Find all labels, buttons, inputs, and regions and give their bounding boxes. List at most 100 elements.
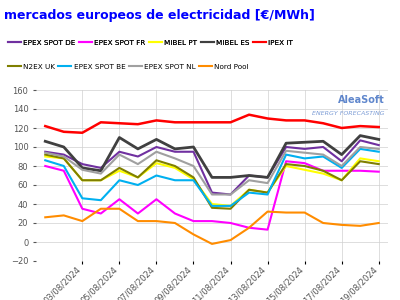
- EPEX SPOT DE: [358, 139, 363, 142]
- EPEX SPOT DE: [247, 174, 252, 177]
- Nord Pool: [80, 219, 85, 223]
- EPEX SPOT BE: [61, 164, 66, 168]
- EPEX SPOT DE: [117, 150, 122, 154]
- MIBEL ES: [321, 140, 326, 143]
- Nord Pool: [376, 221, 381, 225]
- Legend: N2EX UK, EPEX SPOT BE, EPEX SPOT NL, Nord Pool: N2EX UK, EPEX SPOT BE, EPEX SPOT NL, Nor…: [8, 64, 249, 70]
- Nord Pool: [284, 211, 288, 214]
- EPEX SPOT BE: [210, 204, 214, 208]
- EPEX SPOT BE: [80, 196, 85, 200]
- Text: ENERGY FORECASTING: ENERGY FORECASTING: [312, 110, 384, 116]
- Nord Pool: [210, 242, 214, 246]
- Line: Nord Pool: Nord Pool: [45, 209, 379, 244]
- EPEX SPOT FR: [302, 161, 307, 165]
- EPEX SPOT NL: [376, 147, 381, 151]
- EPEX SPOT NL: [61, 155, 66, 158]
- IPEX IT: [247, 113, 252, 116]
- EPEX SPOT DE: [228, 193, 233, 196]
- EPEX SPOT NL: [154, 150, 159, 154]
- Line: EPEX SPOT NL: EPEX SPOT NL: [45, 147, 379, 194]
- MIBEL ES: [136, 147, 140, 151]
- N2EX UK: [61, 157, 66, 160]
- EPEX SPOT DE: [284, 145, 288, 149]
- EPEX SPOT BE: [321, 155, 326, 158]
- EPEX SPOT FR: [154, 197, 159, 201]
- N2EX UK: [117, 166, 122, 170]
- Text: AleaSoft: AleaSoft: [338, 95, 384, 105]
- MIBEL PT: [210, 202, 214, 206]
- EPEX SPOT NL: [117, 153, 122, 156]
- EPEX SPOT FR: [284, 160, 288, 163]
- EPEX SPOT BE: [43, 158, 48, 162]
- Nord Pool: [302, 211, 307, 214]
- MIBEL PT: [265, 191, 270, 194]
- Line: N2EX UK: N2EX UK: [45, 154, 379, 209]
- N2EX UK: [339, 178, 344, 182]
- MIBEL PT: [358, 157, 363, 160]
- MIBEL ES: [172, 147, 177, 151]
- EPEX SPOT FR: [247, 226, 252, 230]
- EPEX SPOT NL: [136, 162, 140, 166]
- Line: MIBEL ES: MIBEL ES: [45, 136, 379, 177]
- MIBEL PT: [136, 176, 140, 179]
- MIBEL ES: [247, 174, 252, 177]
- N2EX UK: [265, 191, 270, 194]
- EPEX SPOT NL: [172, 157, 177, 160]
- IPEX IT: [80, 131, 85, 134]
- EPEX SPOT BE: [228, 204, 233, 208]
- N2EX UK: [228, 207, 233, 211]
- EPEX SPOT BE: [98, 198, 103, 202]
- N2EX UK: [321, 169, 326, 172]
- IPEX IT: [98, 121, 103, 124]
- MIBEL PT: [117, 169, 122, 172]
- EPEX SPOT DE: [136, 155, 140, 158]
- MIBEL ES: [302, 140, 307, 144]
- EPEX SPOT BE: [265, 193, 270, 196]
- EPEX SPOT NL: [228, 193, 233, 196]
- Line: IPEX IT: IPEX IT: [45, 115, 379, 133]
- Nord Pool: [358, 224, 363, 228]
- MIBEL ES: [265, 176, 270, 179]
- Legend: EPEX SPOT DE, EPEX SPOT FR, MIBEL PT, MIBEL ES, IPEX IT: EPEX SPOT DE, EPEX SPOT FR, MIBEL PT, MI…: [8, 40, 293, 46]
- N2EX UK: [376, 162, 381, 166]
- N2EX UK: [284, 162, 288, 166]
- EPEX SPOT FR: [358, 169, 363, 172]
- MIBEL PT: [284, 164, 288, 168]
- MIBEL PT: [321, 172, 326, 175]
- EPEX SPOT DE: [210, 191, 214, 194]
- EPEX SPOT NL: [284, 149, 288, 153]
- Nord Pool: [265, 210, 270, 213]
- MIBEL ES: [191, 145, 196, 149]
- Text: mercados europeos de electricidad [€/MWh]: mercados europeos de electricidad [€/MWh…: [4, 9, 315, 22]
- MIBEL ES: [358, 134, 363, 137]
- EPEX SPOT DE: [43, 150, 48, 154]
- N2EX UK: [154, 158, 159, 162]
- EPEX SPOT BE: [358, 147, 363, 151]
- Nord Pool: [154, 219, 159, 223]
- EPEX SPOT FR: [228, 221, 233, 225]
- IPEX IT: [154, 118, 159, 122]
- N2EX UK: [358, 160, 363, 163]
- EPEX SPOT BE: [339, 166, 344, 170]
- MIBEL PT: [302, 168, 307, 172]
- N2EX UK: [247, 188, 252, 191]
- EPEX SPOT DE: [98, 166, 103, 170]
- IPEX IT: [321, 122, 326, 125]
- EPEX SPOT DE: [191, 150, 196, 154]
- EPEX SPOT NL: [358, 145, 363, 149]
- Nord Pool: [117, 207, 122, 211]
- EPEX SPOT BE: [302, 157, 307, 160]
- EPEX SPOT FR: [43, 164, 48, 168]
- EPEX SPOT DE: [339, 160, 344, 163]
- MIBEL PT: [98, 178, 103, 182]
- EPEX SPOT FR: [376, 170, 381, 173]
- EPEX SPOT BE: [191, 178, 196, 182]
- N2EX UK: [98, 178, 103, 182]
- Line: MIBEL PT: MIBEL PT: [45, 157, 379, 206]
- IPEX IT: [172, 121, 177, 124]
- Nord Pool: [191, 232, 196, 236]
- Nord Pool: [98, 207, 103, 211]
- Nord Pool: [136, 219, 140, 223]
- Line: EPEX SPOT FR: EPEX SPOT FR: [45, 161, 379, 230]
- EPEX SPOT DE: [265, 176, 270, 179]
